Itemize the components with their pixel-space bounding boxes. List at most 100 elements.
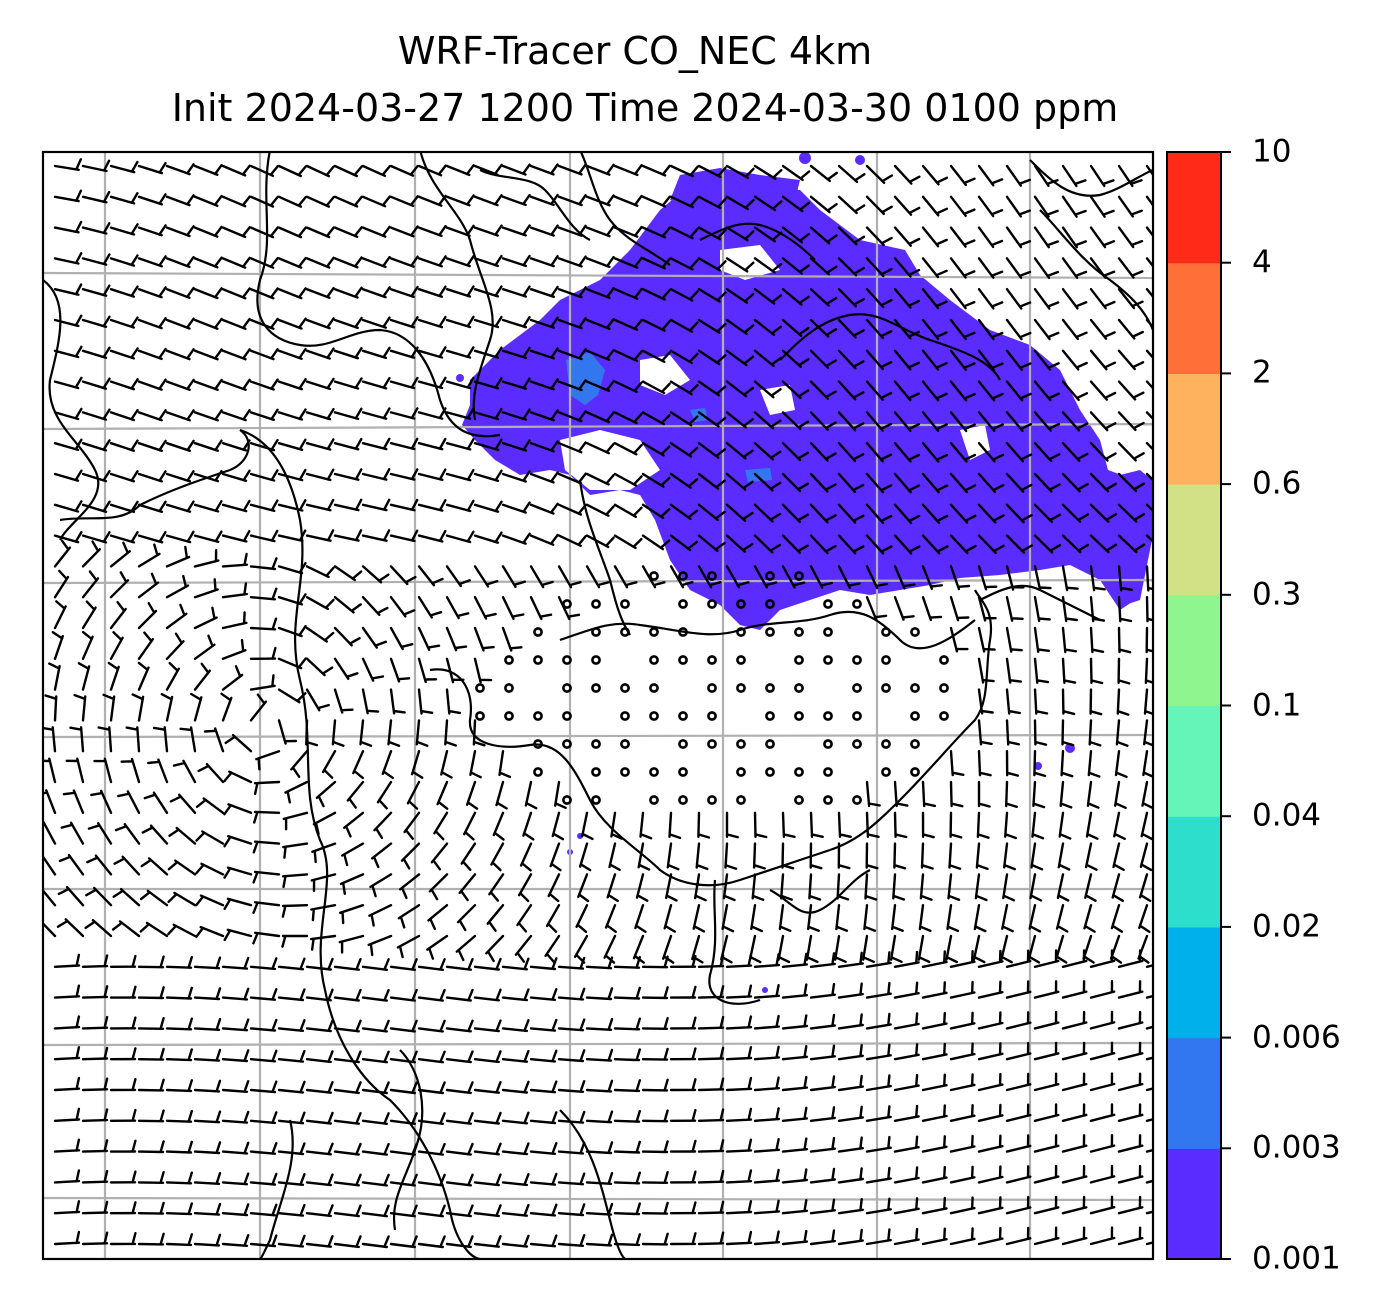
wind-barb	[1144, 657, 1153, 684]
wind-barb	[445, 468, 475, 482]
wind-barb	[277, 195, 307, 208]
wind-barb	[725, 349, 755, 367]
wind-barb	[750, 904, 763, 933]
calm-wind-circle	[649, 767, 659, 777]
wind-barb	[613, 225, 643, 238]
wind-barb	[529, 224, 559, 237]
wind-barb	[277, 624, 307, 638]
wind-barb	[975, 842, 989, 871]
calm-wind-circle	[504, 683, 514, 693]
wind-barb	[417, 194, 447, 207]
wind-barb	[137, 347, 167, 361]
wind-barb	[389, 1081, 418, 1095]
wind-barb	[417, 255, 447, 268]
wind-barb	[669, 1139, 697, 1153]
wind-barb	[361, 1235, 390, 1249]
wind-barb	[165, 317, 195, 330]
wind-barb	[725, 257, 755, 273]
wind-barb	[81, 954, 109, 968]
wind-barb	[1138, 904, 1151, 933]
wind-barb	[221, 987, 250, 1001]
wind-barb	[140, 857, 169, 876]
wind-barb	[1061, 318, 1088, 341]
wind-barb	[193, 163, 223, 176]
wind-barb	[137, 955, 165, 969]
wind-barb	[203, 727, 225, 753]
wind-barb	[977, 657, 995, 684]
wind-barb	[473, 626, 495, 652]
calm-wind-circle	[504, 711, 514, 721]
wind-barb	[1117, 1010, 1144, 1030]
wind-barb	[809, 1198, 836, 1215]
wind-barb	[490, 842, 505, 872]
calm-wind-circle	[910, 627, 920, 637]
wind-barb	[1117, 1103, 1144, 1122]
calm-wind-circle	[707, 795, 717, 805]
wind-barb	[1061, 226, 1087, 249]
colorbar-segment	[1167, 152, 1221, 264]
wind-barb	[893, 1104, 920, 1122]
wind-barb	[359, 719, 373, 747]
wind-barb	[249, 195, 279, 208]
coastline	[708, 879, 761, 1005]
wind-barb	[837, 842, 851, 870]
wind-barb	[1005, 1041, 1032, 1061]
wind-barb	[417, 596, 443, 619]
wind-barb	[920, 842, 934, 870]
calm-wind-circle	[765, 767, 775, 777]
calm-wind-circle	[678, 711, 688, 721]
wind-barb	[473, 1050, 502, 1064]
wind-barb	[529, 1018, 558, 1032]
map-title-line-1: WRF-Tracer CO_NEC 4km	[397, 29, 873, 73]
wind-barb	[109, 531, 139, 544]
wind-barb	[252, 870, 281, 884]
wind-barb	[1117, 318, 1144, 340]
wind-barb	[113, 855, 141, 876]
wind-barb	[809, 982, 836, 999]
wind-barb	[809, 811, 824, 838]
wind-barb	[86, 854, 113, 876]
wind-barb	[585, 1172, 614, 1185]
wind-barb	[977, 288, 1004, 310]
coastline	[239, 428, 481, 1259]
wind-barb	[249, 317, 279, 330]
calm-wind-circle	[939, 711, 949, 721]
wind-barb	[333, 1142, 362, 1156]
wind-barb	[361, 626, 387, 649]
wind-barb	[406, 780, 421, 810]
wind-barb	[81, 222, 111, 235]
wind-barb	[977, 565, 998, 591]
wind-barb	[281, 934, 309, 948]
wind-barb	[417, 1081, 446, 1095]
wind-barb	[781, 411, 810, 431]
wind-barb	[249, 348, 279, 361]
wind-barb	[195, 797, 225, 814]
wind-barb	[1005, 257, 1032, 279]
wind-barb	[753, 1199, 781, 1215]
wind-barb	[585, 565, 610, 589]
wind-barb	[613, 565, 638, 589]
wind-barb	[529, 1142, 558, 1155]
wind-barb	[221, 582, 248, 599]
wind-barb	[109, 601, 127, 630]
wind-barb	[1033, 503, 1061, 524]
wind-barb	[557, 1018, 586, 1032]
calm-wind-circle	[852, 739, 862, 749]
wind-barb	[501, 988, 530, 1002]
wind-barb	[473, 1111, 502, 1125]
wind-barb	[361, 657, 385, 682]
wind-barb	[81, 469, 111, 483]
wind-barb	[949, 534, 977, 555]
wind-barb	[87, 822, 113, 845]
wind-barb	[165, 632, 185, 660]
wind-barb	[369, 873, 393, 898]
calm-wind-circle	[736, 739, 746, 749]
wind-barb	[557, 956, 586, 970]
wind-barb	[53, 407, 83, 421]
wind-barb	[669, 349, 699, 365]
calm-wind-circle	[649, 627, 659, 637]
wind-barb	[557, 224, 587, 237]
wind-barb	[862, 934, 875, 963]
wind-barb	[165, 225, 195, 238]
wind-barb	[753, 953, 781, 968]
